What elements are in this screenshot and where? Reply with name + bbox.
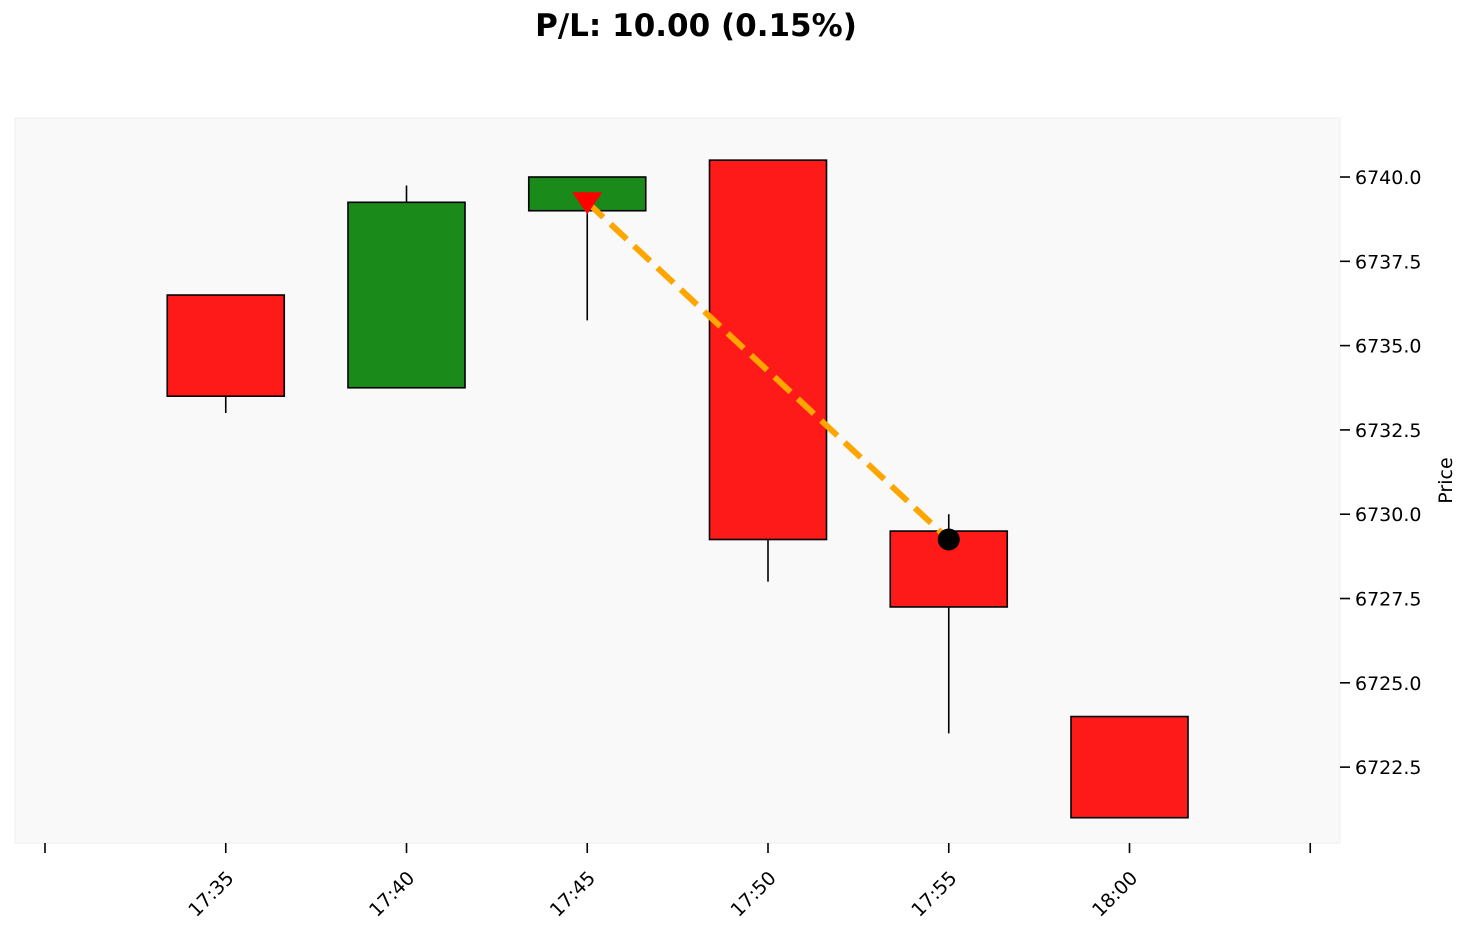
y-axis: 6722.5 6725.0 6727.5 6730.0 6732.5 6735.0 6737… <box>1340 167 1421 779</box>
y-tick-label: 6740.0 <box>1355 167 1421 189</box>
x-tick-label: 17:50 <box>726 867 780 921</box>
y-axis-label: Price <box>1435 457 1457 503</box>
y-tick-label: 6725.0 <box>1355 673 1421 695</box>
y-tick-label: 6737.5 <box>1355 251 1421 273</box>
y-tick-label: 6730.0 <box>1355 504 1421 526</box>
entry-marker <box>572 192 603 215</box>
y-tick-label: 6732.5 <box>1355 420 1421 442</box>
candle <box>166 294 286 414</box>
chart-title: P/L: 10.00 (0.15%) <box>535 8 857 44</box>
candle-body <box>1070 715 1189 819</box>
candle-body <box>708 159 828 541</box>
candle-body <box>347 201 466 389</box>
y-tick-label: 6722.5 <box>1355 757 1421 779</box>
x-tick-label: 17:35 <box>184 867 238 921</box>
x-tick-label: 17:55 <box>907 867 961 921</box>
candle <box>708 159 828 582</box>
candle-body <box>166 294 286 397</box>
x-axis: 17:35 17:40 17:45 17:50 17:55 18:00 <box>44 843 1312 921</box>
exit-marker <box>937 528 960 551</box>
y-tick-label: 6735.0 <box>1355 336 1421 358</box>
trade-layer <box>572 192 960 551</box>
candle <box>1070 715 1189 819</box>
x-tick-label: 17:40 <box>365 867 419 921</box>
x-tick-label: 18:00 <box>1088 867 1142 921</box>
y-tick-label: 6727.5 <box>1355 589 1421 611</box>
trade-path-line <box>585 200 951 542</box>
candle <box>347 185 466 389</box>
candles-layer <box>166 159 1189 819</box>
x-tick-label: 17:45 <box>546 867 600 921</box>
